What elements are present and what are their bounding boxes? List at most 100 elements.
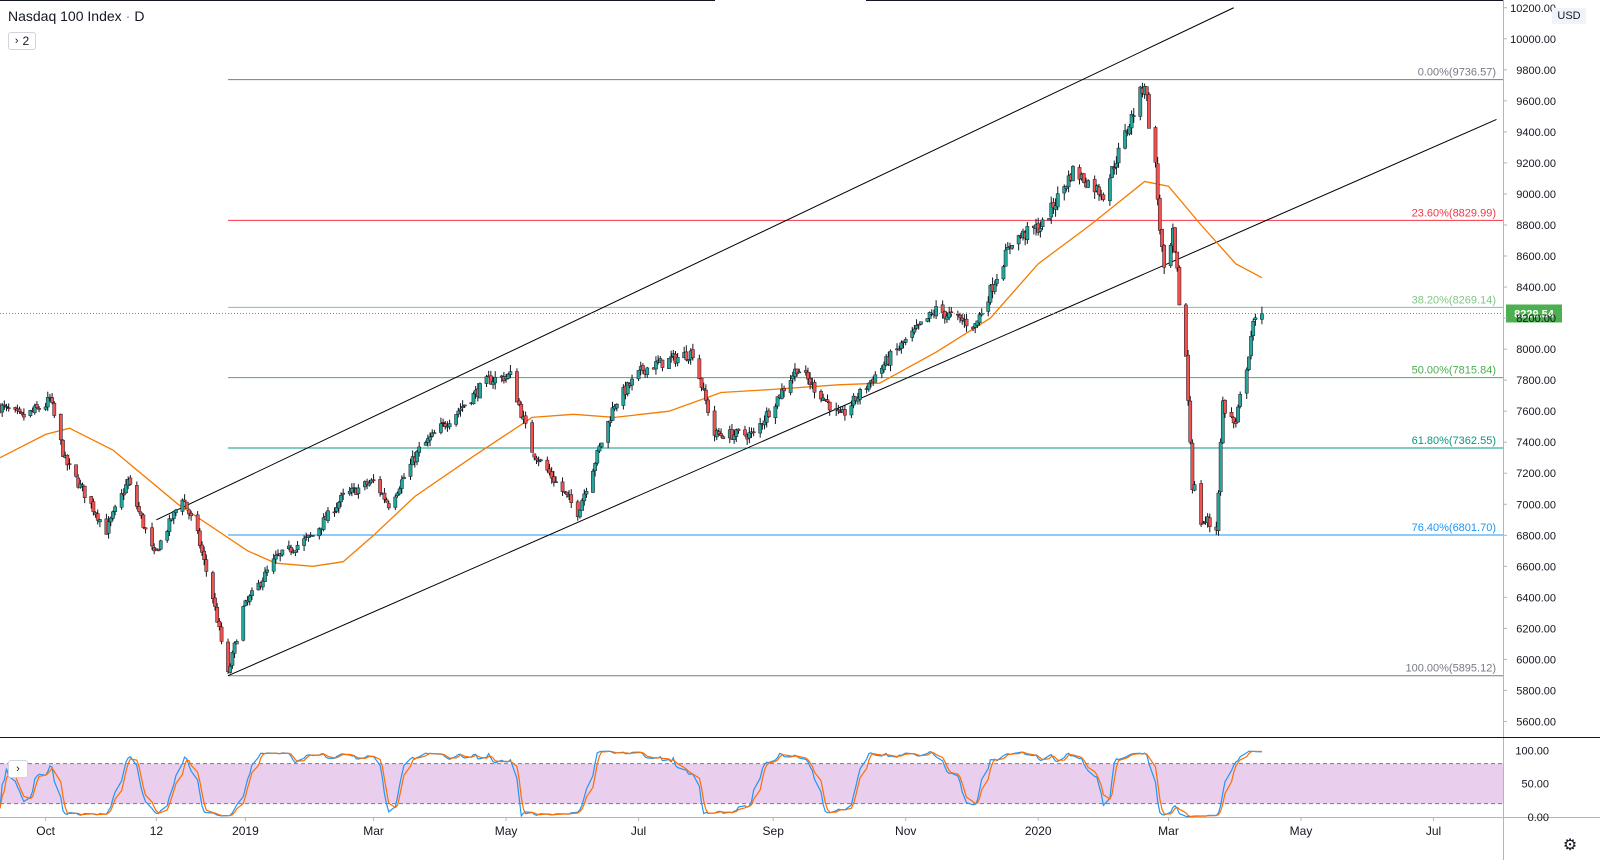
price-tick-label: 7400.00 xyxy=(1516,437,1556,449)
channel-trend-line[interactable] xyxy=(227,119,1497,677)
candle-body xyxy=(89,496,94,504)
price-tick-label: 8800.00 xyxy=(1516,220,1556,232)
candle-body xyxy=(339,495,343,503)
candle-body xyxy=(1038,228,1043,232)
candle-body xyxy=(538,459,543,462)
oscillator-expand-button[interactable]: › xyxy=(8,760,28,778)
candle-body xyxy=(247,595,252,602)
candle-body xyxy=(919,321,923,325)
candle-body xyxy=(1244,369,1249,394)
candle-body xyxy=(187,509,191,515)
candle-body xyxy=(827,401,832,411)
candle-body xyxy=(812,381,817,393)
time-tick-label: Sep xyxy=(763,824,785,838)
candle-body xyxy=(1047,218,1051,221)
candle-body xyxy=(808,378,812,385)
stoch-d-line xyxy=(0,750,1262,818)
candle-body xyxy=(395,492,400,497)
candle-body xyxy=(35,404,39,408)
candle-body xyxy=(858,388,862,400)
candle-body xyxy=(977,314,982,324)
candle-body xyxy=(580,500,584,511)
candle-body xyxy=(415,451,419,463)
candle-body xyxy=(1260,313,1264,320)
candle-body xyxy=(1218,442,1223,493)
candle-body xyxy=(584,490,589,495)
candle-body xyxy=(958,314,962,318)
price-tick-label: 8000.00 xyxy=(1516,344,1556,356)
time-tick-label: Mar xyxy=(363,824,384,838)
price-tick-label: 9600.00 xyxy=(1516,96,1556,108)
candle-body xyxy=(701,388,706,390)
candle-body xyxy=(836,409,841,412)
candle-body xyxy=(230,652,235,666)
candle-body xyxy=(897,348,902,351)
candle-body xyxy=(234,641,239,645)
candle-body xyxy=(428,436,432,441)
candle-body xyxy=(1010,244,1014,249)
candle-body xyxy=(263,571,267,582)
candle-body xyxy=(719,433,723,436)
candle-body xyxy=(641,365,645,371)
candle-body xyxy=(454,414,458,425)
candle-body xyxy=(610,407,615,421)
candle-body xyxy=(582,493,587,502)
candle-body xyxy=(426,438,430,443)
currency-label[interactable]: USD xyxy=(1552,8,1586,24)
candle-body xyxy=(1168,244,1173,266)
candle-body xyxy=(578,509,582,518)
chevron-right-icon: › xyxy=(14,35,19,47)
candle-body xyxy=(599,442,604,448)
candle-body xyxy=(423,442,428,446)
candle-body xyxy=(995,279,999,284)
candle-body xyxy=(443,423,448,427)
candle-body xyxy=(80,484,85,487)
candle-body xyxy=(67,463,72,465)
fib-level-label: 100.00%(5895.12) xyxy=(1405,663,1496,675)
price-tick-label: 10200.00 xyxy=(1510,3,1556,15)
candle-body xyxy=(4,405,9,408)
candle-body xyxy=(1097,186,1101,195)
candle-body xyxy=(1223,399,1227,414)
price-tick-label: 6200.00 xyxy=(1516,623,1556,635)
fib-level-label: 61.80%(7362.55) xyxy=(1412,435,1496,447)
chevron-right-icon: › xyxy=(16,763,20,775)
candle-body xyxy=(356,487,361,494)
candle-body xyxy=(523,415,528,424)
indicators-collapse-button[interactable]: › 2 xyxy=(8,32,36,50)
stoch-band xyxy=(0,763,1503,804)
candle-body xyxy=(150,527,154,547)
last-price-tag[interactable] xyxy=(1506,304,1562,323)
osc-tick-label: 100.00 xyxy=(1515,745,1549,757)
candle-body xyxy=(1053,205,1058,210)
candle-body xyxy=(691,349,695,358)
candle-body xyxy=(686,359,691,362)
candle-body xyxy=(630,378,634,386)
candle-body xyxy=(552,476,556,483)
candle-body xyxy=(1216,492,1221,531)
candle-body xyxy=(660,359,665,368)
candle-body xyxy=(1129,113,1134,129)
settings-gear-icon[interactable]: ⚙ xyxy=(1562,837,1578,854)
candle-body xyxy=(17,408,22,412)
candle-body xyxy=(408,463,413,477)
candle-body xyxy=(462,404,467,407)
candle-body xyxy=(108,517,113,523)
candle-body xyxy=(732,434,736,440)
candle-body xyxy=(882,364,886,371)
interval-label[interactable]: D xyxy=(134,8,145,24)
symbol-name[interactable]: Nasdaq 100 Index xyxy=(8,8,122,24)
candle-body xyxy=(317,528,322,537)
candle-body xyxy=(914,325,919,329)
candle-body xyxy=(562,490,567,493)
channel-trend-line[interactable] xyxy=(156,7,1234,521)
candle-body xyxy=(532,453,537,458)
candle-body xyxy=(912,328,917,333)
candle-body xyxy=(1005,247,1010,250)
candle-body xyxy=(547,468,552,474)
candle-body xyxy=(28,410,33,416)
price-tick-label: 7200.00 xyxy=(1516,468,1556,480)
candle-body xyxy=(171,511,176,519)
